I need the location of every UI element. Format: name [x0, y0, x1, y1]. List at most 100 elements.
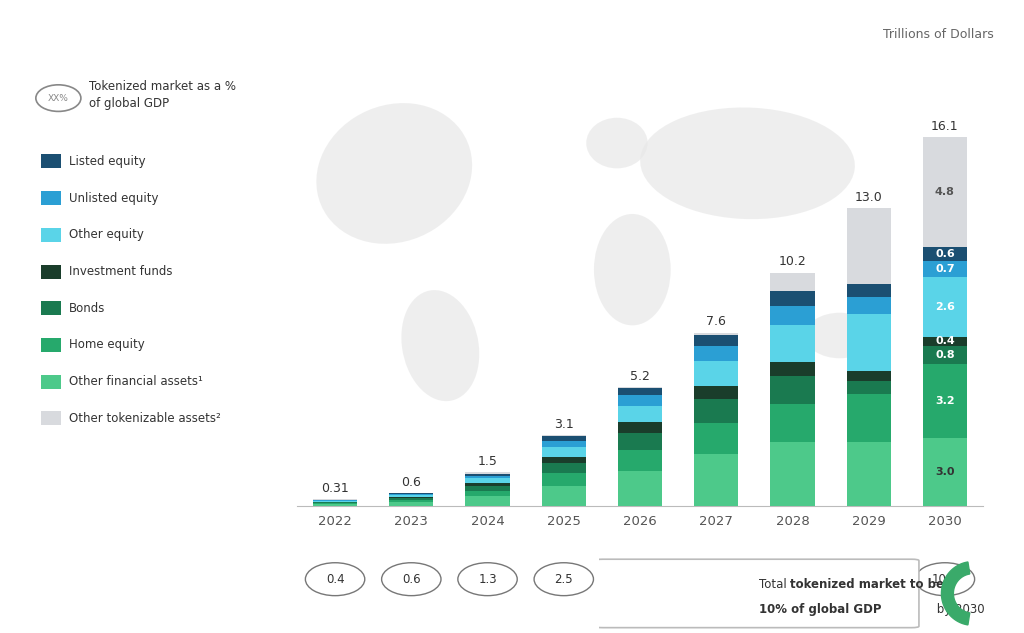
- Bar: [694, 399, 738, 423]
- Text: Trillions of Dollars: Trillions of Dollars: [883, 28, 993, 42]
- Bar: [694, 423, 738, 454]
- Text: 0.31: 0.31: [322, 482, 349, 495]
- Text: 5.5: 5.5: [707, 573, 725, 586]
- Bar: [389, 500, 433, 502]
- Bar: [617, 433, 663, 450]
- Bar: [466, 496, 510, 506]
- Ellipse shape: [401, 290, 479, 401]
- Bar: [923, 277, 967, 337]
- Bar: [389, 502, 433, 506]
- Bar: [847, 382, 891, 394]
- Text: 1.3: 1.3: [478, 573, 497, 586]
- Text: 0.8: 0.8: [935, 350, 954, 360]
- Text: 13.0: 13.0: [855, 191, 883, 204]
- Bar: [770, 442, 814, 506]
- Bar: [770, 273, 814, 291]
- Bar: [313, 501, 357, 502]
- Bar: [694, 333, 738, 335]
- Bar: [847, 371, 891, 382]
- Text: Investment funds: Investment funds: [69, 265, 172, 278]
- Bar: [847, 208, 891, 284]
- Bar: [694, 361, 738, 386]
- Bar: [923, 364, 967, 437]
- Bar: [694, 386, 738, 399]
- Text: 8.5: 8.5: [859, 573, 878, 586]
- Bar: [313, 502, 357, 503]
- Bar: [542, 486, 586, 506]
- Text: 0.4: 0.4: [326, 573, 344, 586]
- Bar: [923, 346, 967, 364]
- Bar: [389, 497, 433, 498]
- Text: 0.6: 0.6: [935, 249, 954, 260]
- Text: Other financial assets¹: Other financial assets¹: [69, 375, 203, 388]
- Text: 0.4: 0.4: [935, 336, 954, 346]
- Bar: [389, 495, 433, 497]
- Text: Unlisted equity: Unlisted equity: [69, 192, 158, 204]
- Bar: [923, 337, 967, 346]
- Bar: [389, 494, 433, 495]
- Text: XX%: XX%: [48, 94, 69, 103]
- Bar: [923, 437, 967, 506]
- Bar: [847, 297, 891, 314]
- Bar: [617, 471, 663, 506]
- Text: 5.2: 5.2: [630, 370, 650, 383]
- Bar: [313, 503, 357, 505]
- Bar: [542, 437, 586, 441]
- Text: Bonds: Bonds: [69, 302, 105, 315]
- Bar: [466, 473, 510, 475]
- Bar: [466, 472, 510, 473]
- Bar: [542, 473, 586, 486]
- Bar: [313, 500, 357, 501]
- Bar: [770, 325, 814, 362]
- Text: 3.2: 3.2: [935, 396, 954, 406]
- Ellipse shape: [586, 118, 648, 168]
- Bar: [694, 454, 738, 506]
- FancyBboxPatch shape: [595, 559, 919, 628]
- Bar: [847, 284, 891, 297]
- Text: 4.8: 4.8: [935, 187, 954, 197]
- Bar: [466, 475, 510, 479]
- Text: 10.2: 10.2: [778, 256, 806, 268]
- Bar: [466, 491, 510, 496]
- Bar: [923, 137, 967, 248]
- Bar: [617, 395, 663, 406]
- Text: 3.0: 3.0: [935, 467, 954, 477]
- Text: 1.5: 1.5: [477, 455, 498, 468]
- Bar: [617, 422, 663, 433]
- Bar: [466, 486, 510, 491]
- Bar: [770, 306, 814, 325]
- Bar: [847, 314, 891, 371]
- Text: Listed equity: Listed equity: [69, 155, 145, 168]
- Bar: [694, 335, 738, 346]
- Bar: [542, 441, 586, 447]
- Bar: [389, 493, 433, 494]
- Bar: [694, 346, 738, 361]
- Bar: [542, 463, 586, 473]
- Text: 3.1: 3.1: [554, 418, 573, 431]
- Bar: [466, 483, 510, 486]
- Text: Other tokenizable assets²: Other tokenizable assets²: [69, 412, 220, 425]
- Text: 4.0: 4.0: [631, 573, 649, 586]
- Bar: [542, 447, 586, 456]
- Bar: [617, 450, 663, 471]
- Text: 7.0: 7.0: [783, 573, 802, 586]
- Bar: [313, 505, 357, 506]
- Bar: [770, 404, 814, 442]
- Text: 10.0: 10.0: [932, 573, 957, 586]
- Bar: [847, 442, 891, 506]
- Bar: [389, 498, 433, 500]
- Bar: [770, 376, 814, 404]
- Text: 0.6: 0.6: [401, 475, 421, 489]
- Text: Home equity: Home equity: [69, 339, 144, 351]
- Bar: [542, 456, 586, 463]
- Text: by 2030: by 2030: [934, 603, 985, 616]
- Text: 2.6: 2.6: [935, 302, 954, 312]
- Text: Total: Total: [759, 578, 791, 591]
- Ellipse shape: [640, 108, 855, 219]
- Bar: [847, 394, 891, 442]
- Bar: [617, 406, 663, 422]
- Bar: [542, 436, 586, 437]
- Bar: [617, 387, 663, 388]
- Text: 10% of global GDP: 10% of global GDP: [759, 603, 882, 616]
- Bar: [770, 291, 814, 306]
